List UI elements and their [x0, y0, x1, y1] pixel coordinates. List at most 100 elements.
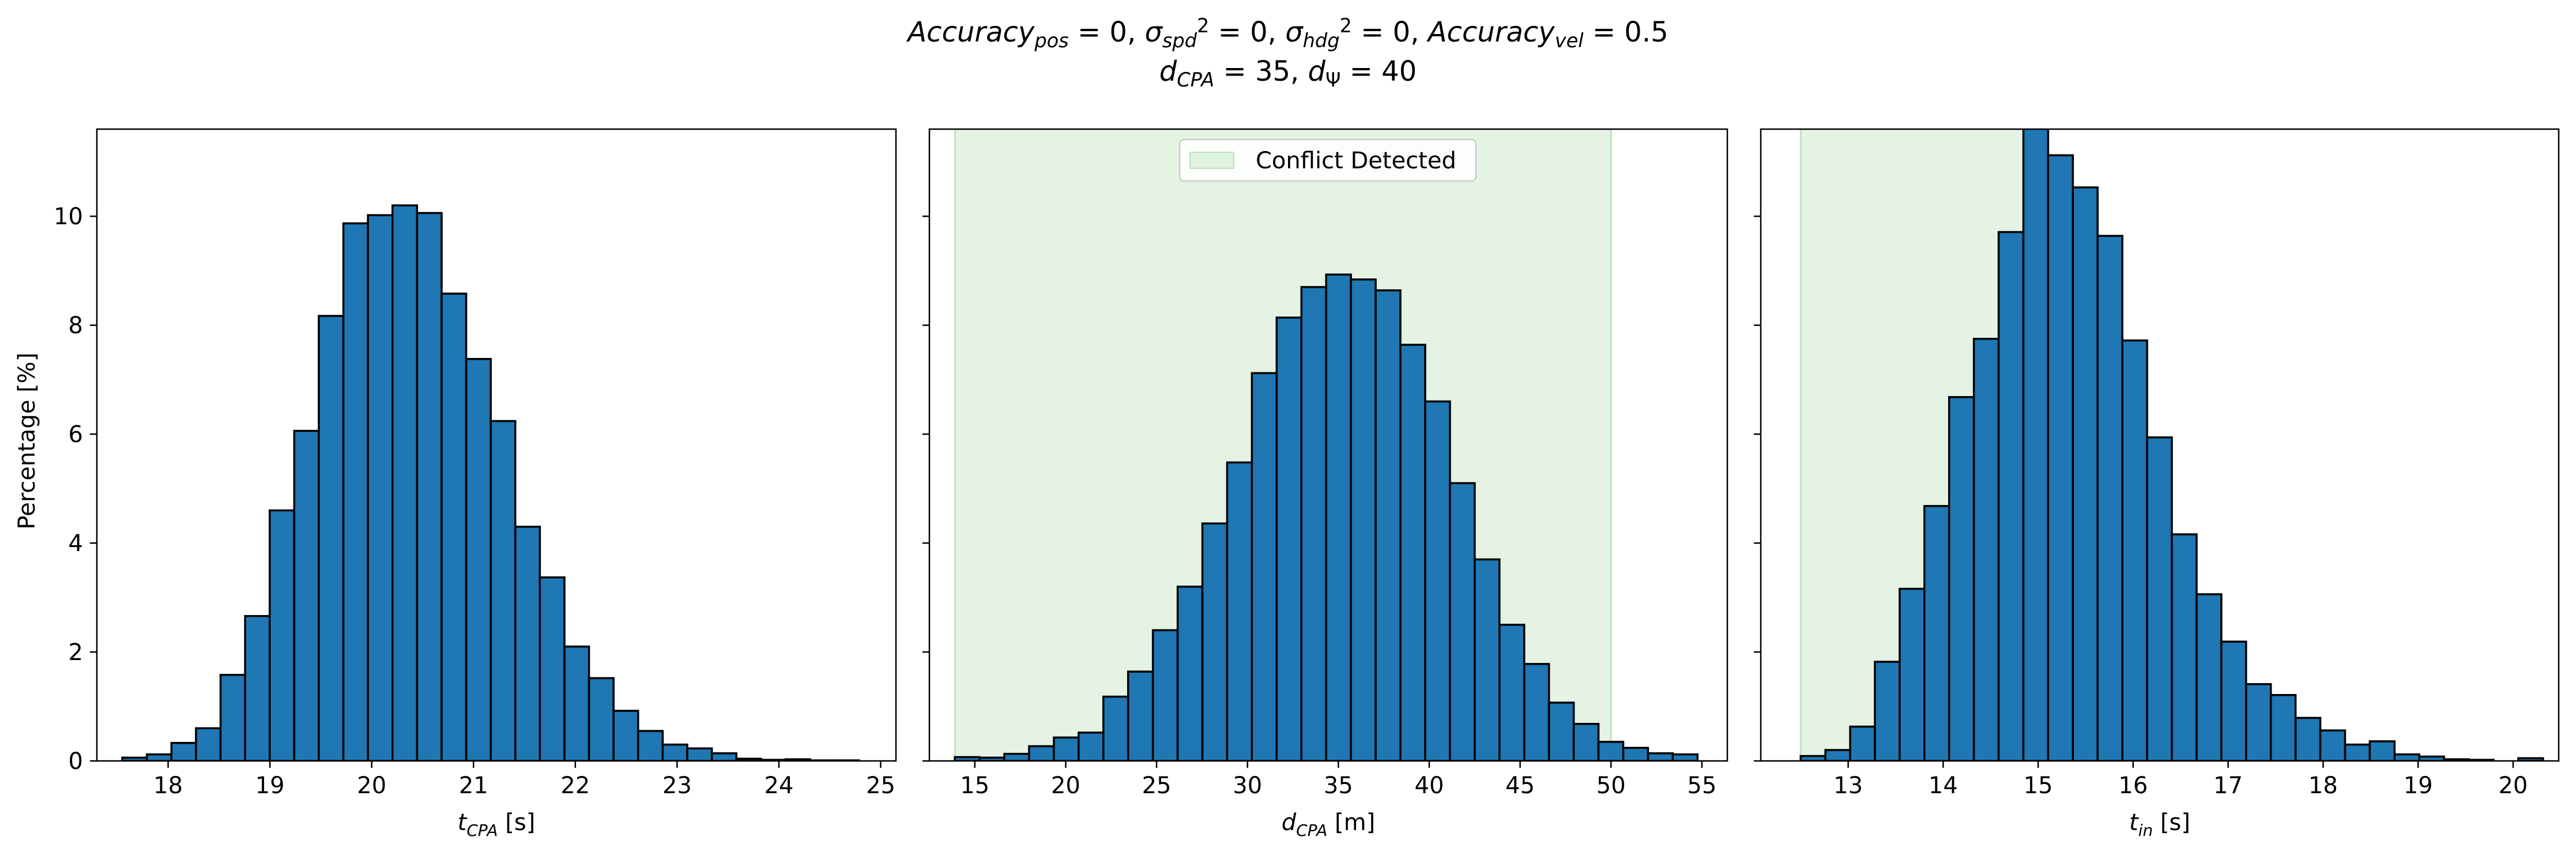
histogram-bar — [538, 576, 566, 761]
histogram-bar — [219, 673, 246, 761]
histogram-bar — [170, 742, 197, 761]
histogram-bar — [2294, 717, 2322, 761]
histogram-bar — [2220, 640, 2247, 761]
x-tick-label: 14 — [1929, 772, 1958, 799]
histogram-bar — [1053, 736, 1080, 761]
title-line-1-run: = 0, — [1209, 16, 1285, 48]
x-tick-label: 20 — [357, 772, 386, 799]
x-axis-label-run: in — [2138, 821, 2153, 840]
x-axis-label-run: t — [458, 809, 468, 836]
title-line-1-run: 2 — [1197, 14, 1209, 37]
title-line-1-run: hdg — [1303, 29, 1340, 52]
histogram-bar — [1923, 505, 1950, 761]
title-line-1: Accuracypos = 0, σspd2 = 0, σhdg2 = 0, A… — [906, 14, 1668, 52]
title-line-2-run: = 40 — [1340, 55, 1417, 88]
histogram-bar — [318, 315, 345, 761]
histogram-bar — [2096, 235, 2123, 761]
x-axis-label: tin [s] — [2129, 809, 2190, 840]
histogram-bar — [1547, 702, 1575, 761]
histogram-bar — [2121, 339, 2148, 761]
histogram-bar — [1849, 725, 1876, 761]
x-tick-label: 23 — [662, 772, 692, 799]
histogram-bar — [710, 752, 737, 761]
x-axis-label-run: t — [2129, 809, 2139, 836]
x-tick-label: 30 — [1233, 772, 1262, 799]
histogram-bar — [1226, 461, 1253, 761]
histogram-bar — [1300, 286, 1327, 761]
x-axis-label-run: CPA — [466, 821, 498, 840]
title-line-2-run: CPA — [1177, 69, 1214, 91]
histogram-bar — [465, 357, 492, 761]
histogram-bar — [2269, 693, 2297, 761]
axes-frame — [96, 128, 897, 762]
histogram-bar — [587, 677, 615, 761]
x-tick-label: 55 — [1687, 772, 1716, 799]
title-line-2-run: d — [1308, 55, 1326, 88]
histogram-bar — [1399, 344, 1426, 761]
legend-swatch — [1189, 152, 1234, 169]
x-axis-label-run: CPA — [1296, 821, 1327, 840]
title-line-1-run: σ — [1144, 16, 1163, 48]
x-tick-label: 15 — [960, 772, 989, 799]
y-tick-label: 4 — [69, 530, 83, 557]
histogram-bar — [1671, 753, 1699, 761]
title-line-1-run: = 0, — [1069, 16, 1145, 48]
histogram-bar — [514, 525, 541, 761]
histogram-bar — [2344, 743, 2371, 761]
histogram-bar — [1824, 749, 1851, 761]
histogram-bar — [1597, 741, 1625, 761]
histogram-bar — [145, 753, 173, 761]
histogram-bar — [563, 645, 590, 761]
histogram-bar — [2245, 683, 2272, 761]
x-tick-label: 20 — [1051, 772, 1080, 799]
histogram-bar — [195, 727, 222, 761]
x-tick-label: 19 — [255, 772, 285, 799]
x-axis-label-run: [m] — [1327, 809, 1375, 836]
x-tick-label: 40 — [1415, 772, 1444, 799]
histogram-bar — [1972, 338, 2000, 761]
histogram-bar — [2047, 154, 2074, 761]
histogram-bar — [489, 420, 517, 761]
histogram-bar — [2195, 593, 2223, 761]
histogram-bar — [612, 710, 639, 761]
histogram-bar — [1799, 755, 1826, 761]
axes-frame — [928, 128, 1728, 762]
x-axis-label: dCPA [m] — [1282, 809, 1375, 840]
histogram-bar — [440, 292, 468, 761]
histogram-bar — [1948, 396, 1975, 761]
x-tick-label: 16 — [2118, 772, 2148, 799]
histogram-bar — [2072, 186, 2099, 761]
y-axis-label: Percentage [%] — [14, 353, 40, 530]
histogram-bar — [1176, 585, 1204, 761]
title-line-1-run: vel — [1555, 29, 1584, 52]
histogram-bar — [1647, 752, 1674, 761]
histogram-bar — [2171, 533, 2198, 761]
y-tick-label: 0 — [69, 748, 83, 775]
histogram-bar — [2368, 740, 2396, 761]
figure-title: Accuracypos = 0, σspd2 = 0, σhdg2 = 0, A… — [906, 14, 1668, 91]
histogram-bar — [1474, 558, 1501, 761]
x-tick-label: 22 — [560, 772, 590, 799]
x-tick-label: 35 — [1324, 772, 1353, 799]
x-axis-label-run: d — [1282, 809, 1297, 836]
title-line-1-run: Accuracy — [906, 16, 1035, 48]
histogram-bar — [1374, 289, 1402, 761]
histogram-bar — [1997, 231, 2025, 761]
axes-frame — [1760, 128, 2560, 762]
histogram-bar — [1201, 522, 1229, 761]
y-tick-label: 2 — [69, 639, 83, 666]
histogram-bar — [1622, 747, 1649, 761]
x-tick-label: 45 — [1505, 772, 1535, 799]
x-tick-label: 21 — [459, 772, 488, 799]
x-tick-label: 20 — [2498, 772, 2528, 799]
histogram-bar — [293, 429, 320, 761]
x-tick-label: 24 — [764, 772, 794, 799]
histogram-bar — [1251, 372, 1278, 761]
y-tick-label: 6 — [69, 421, 83, 448]
histogram-bar — [342, 222, 369, 761]
x-tick-label: 25 — [866, 772, 895, 799]
title-line-1-run: = 0, — [1352, 16, 1428, 48]
